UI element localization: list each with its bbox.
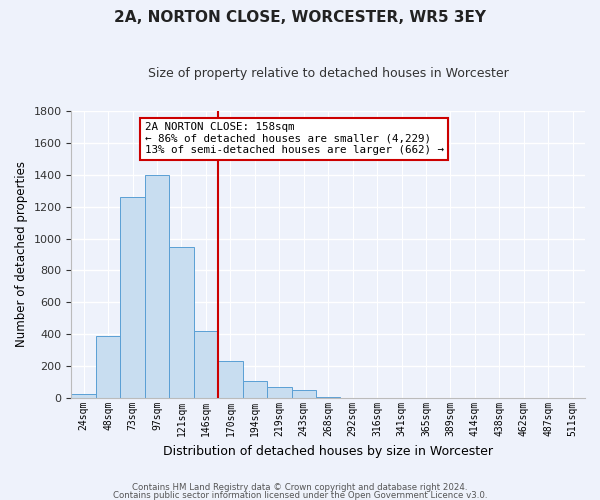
Text: Contains HM Land Registry data © Crown copyright and database right 2024.: Contains HM Land Registry data © Crown c… [132, 484, 468, 492]
X-axis label: Distribution of detached houses by size in Worcester: Distribution of detached houses by size … [163, 444, 493, 458]
Bar [96, 336, 121, 398]
Bar [121, 197, 145, 398]
Text: Contains public sector information licensed under the Open Government Licence v3: Contains public sector information licen… [113, 490, 487, 500]
Title: Size of property relative to detached houses in Worcester: Size of property relative to detached ho… [148, 68, 509, 80]
Bar [145, 176, 169, 398]
Bar [242, 380, 267, 398]
Bar [194, 331, 218, 398]
Text: 2A NORTON CLOSE: 158sqm
← 86% of detached houses are smaller (4,229)
13% of semi: 2A NORTON CLOSE: 158sqm ← 86% of detache… [145, 122, 444, 155]
Bar [218, 360, 242, 398]
Bar [267, 387, 292, 398]
Bar [71, 394, 96, 398]
Text: 2A, NORTON CLOSE, WORCESTER, WR5 3EY: 2A, NORTON CLOSE, WORCESTER, WR5 3EY [114, 10, 486, 25]
Bar [169, 246, 194, 398]
Y-axis label: Number of detached properties: Number of detached properties [15, 162, 28, 348]
Bar [292, 390, 316, 398]
